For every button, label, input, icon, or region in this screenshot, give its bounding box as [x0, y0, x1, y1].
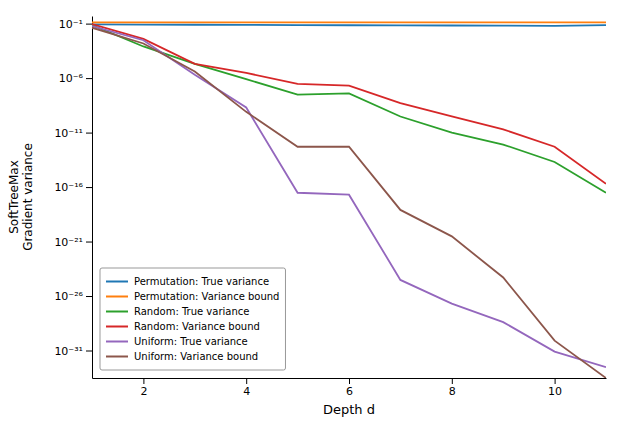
legend-label: Permutation: True variance	[134, 276, 269, 287]
axis-line	[92, 17, 93, 379]
legend-swatch	[106, 311, 128, 313]
tick: 10⁻³¹	[54, 345, 92, 358]
legend-swatch	[106, 341, 128, 343]
legend-item: Uniform: True variance	[106, 336, 248, 347]
tick-label: 6	[346, 385, 353, 398]
tick-mark	[86, 296, 92, 297]
legend-item: Permutation: Variance bound	[106, 291, 279, 302]
tick-label: 10	[548, 385, 562, 398]
tick-label: 2	[140, 385, 147, 398]
tick-label: 10⁻²⁶	[54, 290, 83, 303]
tick-label: 4	[243, 385, 250, 398]
legend-item: Random: True variance	[106, 306, 249, 317]
tick-mark	[555, 378, 556, 384]
tick-mark	[86, 133, 92, 134]
tick-mark	[452, 378, 453, 384]
y-axis: 10⁻¹ 10⁻⁶ 10⁻¹¹ 10⁻¹⁶ 10⁻²¹ 10⁻²⁶ 10⁻³¹	[54, 17, 92, 379]
series-line	[92, 24, 606, 184]
y-axis-title: SoftTreeMaxGradient variance	[7, 143, 35, 251]
series-line	[92, 28, 606, 378]
tick-label: 10⁻¹	[59, 18, 83, 31]
tick-mark	[86, 242, 92, 243]
legend-label: Uniform: Variance bound	[134, 351, 258, 362]
tick-mark	[86, 187, 92, 188]
series-group	[92, 22, 606, 378]
tick-mark	[349, 378, 350, 384]
series-line	[92, 26, 606, 367]
legend-label: Random: Variance bound	[134, 321, 260, 332]
tick: 6	[346, 378, 353, 398]
tick: 10⁻²⁶	[54, 290, 92, 303]
legend-item: Permutation: True variance	[106, 276, 269, 287]
chart: 2 4 6 8 10 10⁻¹ 10⁻⁶ 10⁻¹¹ 10⁻¹⁶ 10⁻²¹ 10⁻²⁶ 10⁻³¹ P…	[0, 0, 626, 424]
tick-label: 10⁻³¹	[54, 345, 83, 358]
legend-item: Random: Variance bound	[106, 321, 260, 332]
legend-label: Uniform: True variance	[134, 336, 248, 347]
legend-label: Random: True variance	[134, 306, 249, 317]
tick-label: 10⁻⁶	[59, 72, 84, 85]
tick: 4	[243, 378, 250, 398]
tick: 10⁻²¹	[54, 236, 92, 249]
tick-mark	[86, 24, 92, 25]
tick-label: 10⁻¹⁶	[54, 181, 83, 194]
tick: 10⁻¹⁶	[54, 181, 92, 194]
tick: 2	[140, 378, 147, 398]
legend-label: Permutation: Variance bound	[134, 291, 279, 302]
legend-swatch	[106, 296, 128, 298]
legend: Permutation: True variance Permutation: V…	[100, 268, 285, 370]
tick-mark	[246, 378, 247, 384]
legend-swatch	[106, 356, 128, 358]
tick: 10⁻⁶	[59, 72, 92, 85]
tick-mark	[86, 351, 92, 352]
tick-label: 8	[449, 385, 456, 398]
series-line	[92, 24, 606, 25]
tick: 10⁻¹	[59, 18, 92, 31]
tick: 8	[449, 378, 456, 398]
plot: 2 4 6 8 10 10⁻¹ 10⁻⁶ 10⁻¹¹ 10⁻¹⁶ 10⁻²¹ 10⁻²⁶ 10⁻³¹ P…	[54, 17, 606, 398]
tick: 10	[548, 378, 562, 398]
tick-mark	[86, 78, 92, 79]
legend-item: Uniform: Variance bound	[106, 351, 258, 362]
legend-swatch	[106, 281, 128, 283]
tick-label: 10⁻²¹	[54, 236, 83, 249]
series-line	[92, 21, 606, 23]
x-axis: 2 4 6 8 10	[93, 378, 607, 398]
legend-swatch	[106, 326, 128, 328]
series-line	[92, 25, 606, 193]
tick-mark	[143, 378, 144, 384]
tick: 10⁻¹¹	[54, 127, 92, 140]
tick-label: 10⁻¹¹	[54, 127, 83, 140]
legend-box	[100, 268, 285, 370]
x-axis-title: Depth d	[323, 402, 375, 417]
